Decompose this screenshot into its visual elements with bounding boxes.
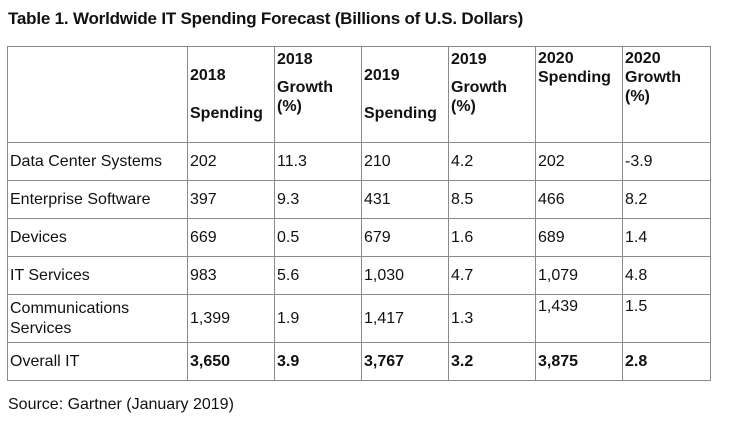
table-cell: 4.8 (622, 256, 711, 295)
table-cell: 1,439 (535, 294, 623, 343)
row-label: Overall IT (7, 342, 188, 381)
table-row: Devices 669 0.5 679 1.6 689 1.4 (7, 218, 711, 257)
row-label: Devices (7, 218, 188, 257)
table-row: Enterprise Software 397 9.3 431 8.5 466 … (7, 180, 711, 219)
table-cell: 3,767 (361, 342, 449, 381)
header-2018-growth: 2018 Growth (%) (274, 46, 362, 143)
table-cell: 431 (361, 180, 449, 219)
table-row: Data Center Systems 202 11.3 210 4.2 202… (7, 142, 711, 181)
table-title: Table 1. Worldwide IT Spending Forecast … (8, 9, 524, 28)
table-cell: -3.9 (622, 142, 711, 181)
header-2019-growth: 2019 Growth (%) (448, 46, 536, 143)
row-label: Communications Services (7, 294, 188, 343)
row-label: IT Services (7, 256, 188, 295)
table-cell: 1,079 (535, 256, 623, 295)
table-row-total: Overall IT 3,650 3.9 3,767 3.2 3,875 2.8 (7, 342, 711, 381)
header-2020-growth: 2020 Growth (%) (622, 46, 711, 143)
table-cell: 669 (187, 218, 275, 257)
table-cell: 1,399 (187, 294, 275, 343)
header-2020-spending: 2020 Spending (535, 46, 623, 143)
table-cell: 210 (361, 142, 449, 181)
row-label: Data Center Systems (7, 142, 188, 181)
table-row: IT Services 983 5.6 1,030 4.7 1,079 4.8 (7, 256, 711, 295)
table-row: Communications Services 1,399 1.9 1,417 … (7, 294, 711, 343)
header-2019-spending: 2019 Spending (361, 46, 449, 143)
table-cell: 11.3 (274, 142, 362, 181)
table-cell: 397 (187, 180, 275, 219)
table-cell: 9.3 (274, 180, 362, 219)
table-cell: 4.7 (448, 256, 536, 295)
header-row: 2018 Spending 2018 Growth (%) 2019 Spending… (7, 46, 711, 143)
table-cell: 1.3 (448, 294, 536, 343)
header-2018-spending: 2018 Spending (187, 46, 275, 143)
table-cell: 202 (535, 142, 623, 181)
table-cell: 1.5 (622, 294, 711, 343)
table-cell: 8.5 (448, 180, 536, 219)
table-cell: 0.5 (274, 218, 362, 257)
table-cell: 4.2 (448, 142, 536, 181)
table-cell: 3.9 (274, 342, 362, 381)
table-cell: 1.9 (274, 294, 362, 343)
row-label: Enterprise Software (7, 180, 188, 219)
table-cell: 202 (187, 142, 275, 181)
table-cell: 1,030 (361, 256, 449, 295)
table-cell: 1,417 (361, 294, 449, 343)
table-cell: 3.2 (448, 342, 536, 381)
table-cell: 689 (535, 218, 623, 257)
table-cell: 2.8 (622, 342, 711, 381)
table-cell: 8.2 (622, 180, 711, 219)
table-cell: 3,650 (187, 342, 275, 381)
table-cell: 983 (187, 256, 275, 295)
table-cell: 3,875 (535, 342, 623, 381)
table-cell: 466 (535, 180, 623, 219)
header-corner-cell (7, 46, 188, 143)
table-cell: 5.6 (274, 256, 362, 295)
table-cell: 679 (361, 218, 449, 257)
table-cell: 1.6 (448, 218, 536, 257)
it-spending-table: 2018 Spending 2018 Growth (%) 2019 Spending… (7, 46, 711, 381)
source-note: Source: Gartner (January 2019) (8, 396, 234, 413)
table-cell: 1.4 (622, 218, 711, 257)
